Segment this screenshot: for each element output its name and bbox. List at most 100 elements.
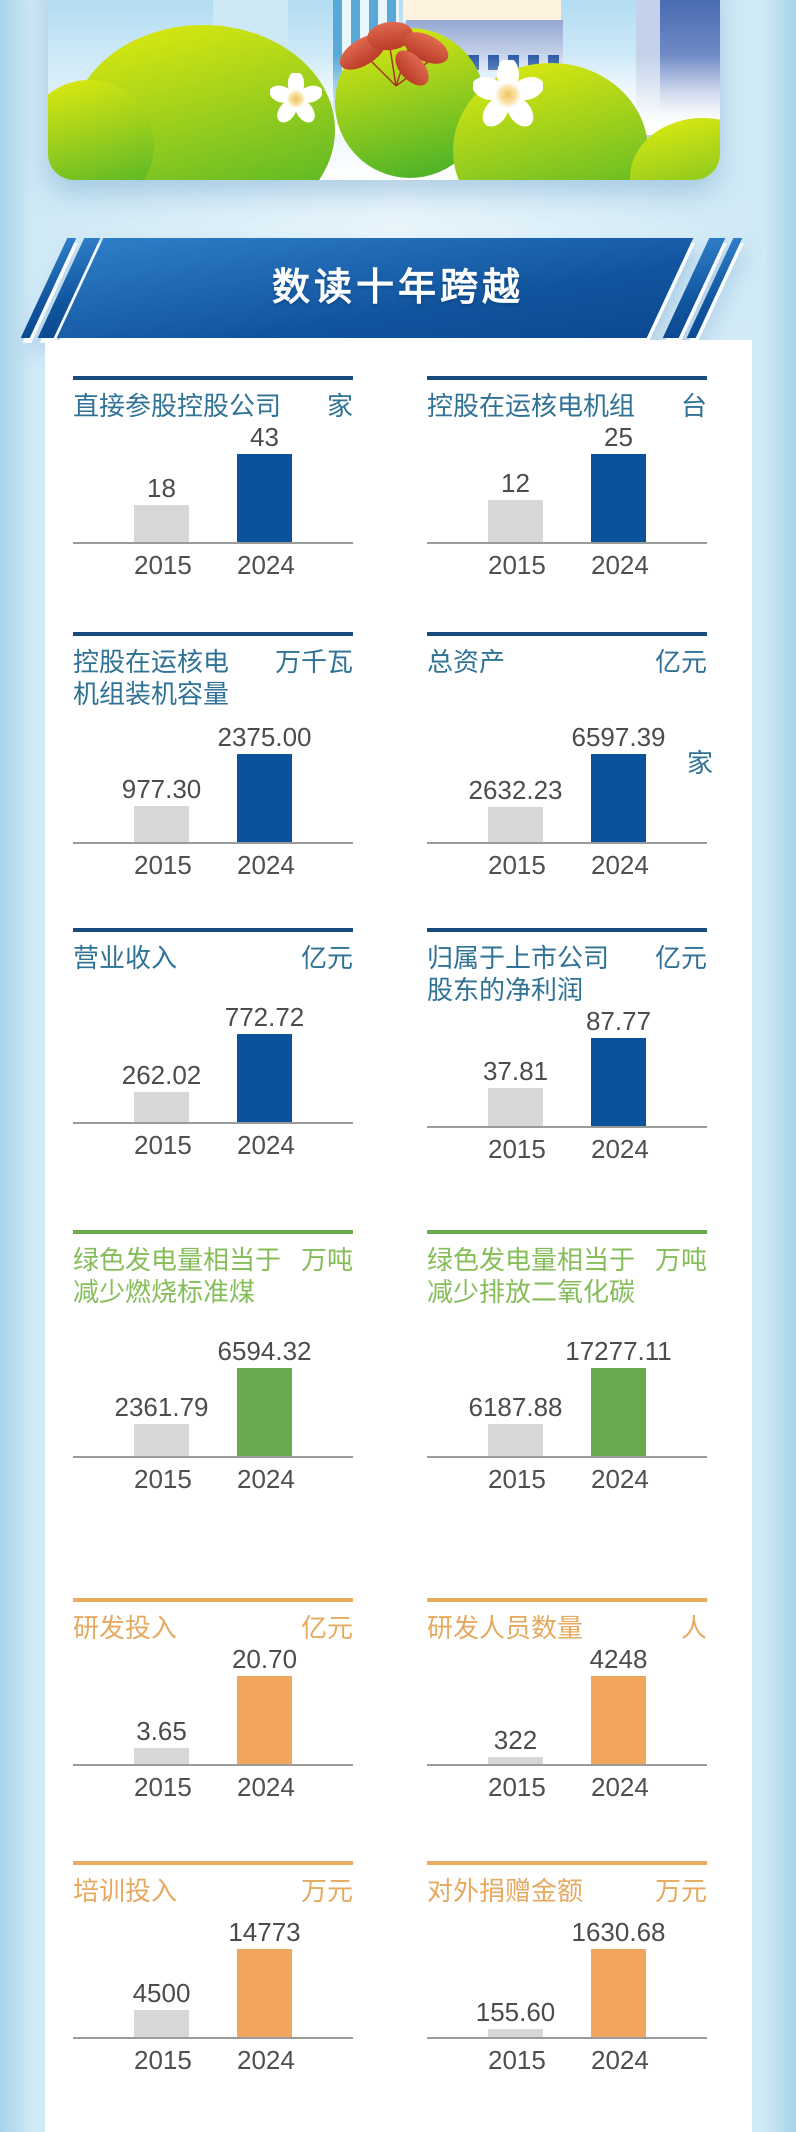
bar-column-2015: 2361.79 (115, 1394, 209, 1456)
section-banner: 数读十年跨越 (0, 238, 796, 338)
chart-divider (427, 1861, 707, 1865)
chart-title: 绿色发电量相当于 减少燃烧标准煤 (73, 1245, 282, 1307)
bar-value-2024: 6597.39 (571, 722, 666, 752)
chart-title: 归属于上市公司 股东的净利润 (427, 943, 610, 1005)
chart-row: 营业收入 亿元 262.02 772.72 2015 2024 归属于上市公司 股东的净利润… (73, 928, 752, 1162)
year-label-2015: 2015 (134, 850, 192, 880)
bar-value-2015: 2361.79 (114, 1392, 209, 1422)
bar-column-2024: 17277.11 (565, 1338, 672, 1456)
chart-plot: 6187.88 17277.11 (427, 1336, 707, 1456)
chart-baseline (427, 1126, 707, 1128)
chart-baseline (73, 1122, 353, 1124)
chart-divider (73, 632, 353, 636)
year-labels: 2015 2024 (427, 1766, 707, 1800)
chart-row: 控股在运核电 机组装机容量 万千瓦 977.30 2375.00 2015 2024 总资产… (73, 632, 752, 878)
chart-plot: 322 4248 (427, 1644, 707, 1764)
chart-unit-label: 亿元 (654, 647, 707, 677)
bar-column-2015: 12 (488, 470, 543, 542)
bar-value-2024: 1630.68 (571, 1917, 666, 1947)
year-label-2024: 2024 (591, 1134, 649, 1164)
bar-value-2024: 17277.11 (565, 1336, 672, 1366)
chart-header: 归属于上市公司 股东的净利润 亿元 (427, 942, 707, 1006)
chart-baseline (73, 1456, 353, 1458)
bar-column-2015: 6187.88 (469, 1394, 563, 1456)
bar-column-2024: 43 (237, 424, 292, 542)
chart-card-11: 培训投入 万元 4500 14773 2015 2024 (73, 1861, 353, 2073)
chart-divider (427, 632, 707, 636)
year-label-2015: 2015 (134, 1130, 192, 1160)
bar-2024 (237, 1034, 292, 1122)
chart-divider (73, 1598, 353, 1602)
chart-unit-label: 万吨 (300, 1245, 353, 1275)
year-label-2015: 2015 (488, 1134, 546, 1164)
year-label-2015: 2015 (488, 850, 546, 880)
year-label-2024: 2024 (591, 550, 649, 580)
bar-2024 (237, 454, 292, 542)
chart-title: 研发人员数量 (427, 1613, 584, 1643)
bar-value-2024: 2375.00 (217, 722, 312, 752)
chart-title: 培训投入 (73, 1876, 178, 1906)
chart-card-1: 直接参股控股公司家 18 43 2015 2024 (73, 376, 353, 578)
chart-unit-label: 亿元 (654, 943, 707, 973)
chart-header: 绿色发电量相当于 减少燃烧标准煤 万吨 (73, 1244, 353, 1308)
chart-card-10: 研发人员数量 人 322 4248 2015 2024 (427, 1598, 707, 1800)
year-label-2024: 2024 (591, 1772, 649, 1802)
chart-header: 直接参股控股公司 家 (73, 390, 353, 422)
chart-header: 绿色发电量相当于 减少排放二氧化碳 万吨 (427, 1244, 707, 1308)
chart-row: 直接参股控股公司家 18 43 2015 2024 控股在运核电机组台 12 25 2015 20… (73, 376, 752, 580)
chart-divider (73, 1861, 353, 1865)
year-label-2024: 2024 (237, 2045, 295, 2075)
chart-unit-label: 亿元 (300, 943, 353, 973)
building-graphic (403, 0, 561, 22)
bar-column-2015: 155.60 (476, 1999, 555, 2037)
chart-baseline (427, 542, 707, 544)
year-label-2015: 2015 (488, 550, 546, 580)
year-labels: 2015 2024 (427, 1458, 707, 1492)
bar-2024 (237, 754, 292, 842)
bar-2015 (488, 807, 543, 842)
bar-2024 (591, 454, 646, 542)
bar-value-2015: 3.65 (136, 1716, 187, 1746)
chart-divider (427, 1598, 707, 1602)
bar-value-2015: 4500 (132, 1978, 191, 2008)
chart-header: 研发人员数量 人 (427, 1612, 707, 1644)
chart-unit-label: 台 (680, 391, 707, 421)
year-label-2024: 2024 (237, 1464, 295, 1494)
year-label-2024: 2024 (237, 1130, 295, 1160)
chart-divider (427, 376, 707, 380)
bar-column-2015: 37.81 (483, 1058, 548, 1126)
bar-column-2024: 25 (591, 424, 646, 542)
bar-2024 (237, 1368, 292, 1456)
chart-unit-label: 家 (326, 391, 353, 421)
year-labels: 2015 2024 (73, 544, 353, 578)
charts-section: 直接参股控股公司家 18 43 2015 2024 控股在运核电机组台 12 25 2015 20… (45, 340, 752, 2132)
bar-2024 (591, 1368, 646, 1456)
chart-unit-label: 万元 (300, 1876, 353, 1906)
year-labels: 2015 2024 (73, 844, 353, 878)
chart-card-6: 归属于上市公司 股东的净利润 亿元 37.81 87.77 2015 2024 (427, 928, 707, 1162)
bar-value-2015: 262.02 (121, 1060, 202, 1090)
banner-title: 数读十年跨越 (271, 267, 524, 309)
chart-title: 控股在运核电机组 (427, 391, 636, 421)
chart-unit-label: 万千瓦 (274, 647, 353, 677)
year-labels: 2015 2024 (73, 1458, 353, 1492)
chart-plot: 262.02 772.72 (73, 1002, 353, 1122)
chart-plot: 37.81 87.77 (427, 1006, 707, 1126)
chart-divider (427, 928, 707, 932)
chart-baseline (427, 842, 707, 844)
bar-value-2015: 6187.88 (468, 1392, 563, 1422)
bar-value-2015: 12 (501, 468, 530, 498)
chart-baseline (427, 1456, 707, 1458)
bar-2015 (134, 806, 189, 842)
bar-2015 (488, 2029, 543, 2037)
chart-plot: 2632.23 6597.39 家 (427, 722, 713, 842)
chart-baseline (73, 2037, 353, 2039)
chart-unit-label: 人 (680, 1613, 707, 1643)
bar-value-2024: 14773 (228, 1917, 301, 1947)
red-flower-icon (339, 21, 449, 87)
year-label-2024: 2024 (591, 850, 649, 880)
bar-column-2015: 2632.23 (469, 777, 563, 842)
chart-plot: 2361.79 6594.32 (73, 1336, 353, 1456)
chart-plot: 3.65 20.70 (73, 1644, 353, 1764)
